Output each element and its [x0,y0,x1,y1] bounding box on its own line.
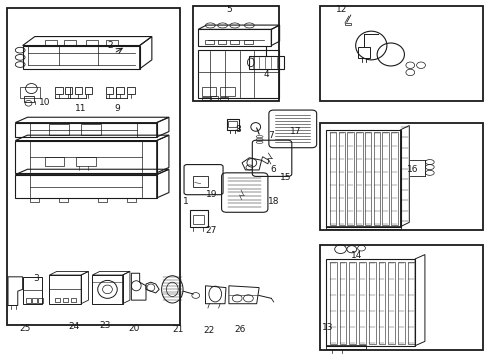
Bar [244,40,253,44]
Bar [193,6,278,101]
Bar [193,176,207,187]
Text: 11: 11 [75,104,87,113]
Bar [86,40,98,45]
Text: 14: 14 [350,251,362,260]
Bar [329,132,335,225]
Text: 9: 9 [115,104,121,113]
Bar [348,262,355,344]
Bar [24,96,34,102]
Bar [76,157,96,166]
Text: 20: 20 [128,324,139,333]
Bar [26,298,31,303]
Text: 27: 27 [205,226,217,235]
Text: 7: 7 [268,131,274,140]
Bar [390,132,397,225]
Text: 2: 2 [107,41,113,50]
Bar [84,87,92,94]
Text: 22: 22 [203,326,215,335]
Bar [98,198,107,202]
Bar [397,262,404,344]
Bar [49,125,69,135]
Text: 12: 12 [336,5,347,14]
Bar [220,97,227,100]
Text: 24: 24 [68,322,79,331]
Bar [226,119,239,130]
Bar [329,262,336,344]
Bar [378,262,385,344]
Text: 13: 13 [321,323,332,332]
Text: 23: 23 [99,321,110,330]
Text: 10: 10 [39,98,50,107]
Text: 16: 16 [406,165,418,174]
Bar [44,157,64,166]
Bar [407,262,414,344]
Bar [65,87,72,94]
Text: 21: 21 [172,325,183,334]
Bar [55,87,62,94]
Text: 25: 25 [20,324,31,333]
Bar [32,298,37,303]
Text: 17: 17 [289,127,301,136]
Bar [44,40,57,45]
Bar [220,87,234,96]
Bar [368,262,375,344]
Text: 15: 15 [280,173,291,182]
Text: 1: 1 [183,197,188,206]
Bar [20,87,40,98]
Text: 18: 18 [267,197,279,206]
Bar [30,198,39,202]
Bar [357,47,369,58]
Bar [320,6,483,101]
Text: 3: 3 [33,274,39,283]
Bar [387,262,394,344]
Text: 19: 19 [205,190,217,199]
Bar [344,23,350,25]
Bar [364,132,370,225]
Text: 26: 26 [233,325,245,334]
Bar [320,123,483,230]
Bar [202,97,209,100]
Bar [105,87,113,94]
Bar [105,40,118,45]
Bar [127,198,136,202]
Bar [81,125,101,135]
Bar [55,298,60,302]
Bar [382,132,388,225]
Text: 5: 5 [225,5,231,14]
Bar [217,40,226,44]
Bar [346,132,353,225]
Bar [116,87,124,94]
Bar [205,40,214,44]
Bar [71,298,76,302]
Bar [127,87,135,94]
Bar [338,132,344,225]
Text: 8: 8 [235,125,241,134]
Bar [189,211,208,226]
Bar [355,132,362,225]
Bar [227,121,237,127]
Bar [211,96,218,100]
Bar [320,244,483,350]
Bar [229,40,238,44]
Bar [75,87,82,94]
Bar [192,215,203,224]
Bar [63,298,68,302]
Bar [59,198,68,202]
Text: 4: 4 [263,70,269,79]
Bar [373,132,379,225]
Bar [339,262,346,344]
Bar [64,40,76,45]
Bar [201,87,216,96]
Text: 6: 6 [269,165,275,174]
Bar [6,8,179,325]
Bar [358,262,365,344]
Bar [38,298,42,303]
